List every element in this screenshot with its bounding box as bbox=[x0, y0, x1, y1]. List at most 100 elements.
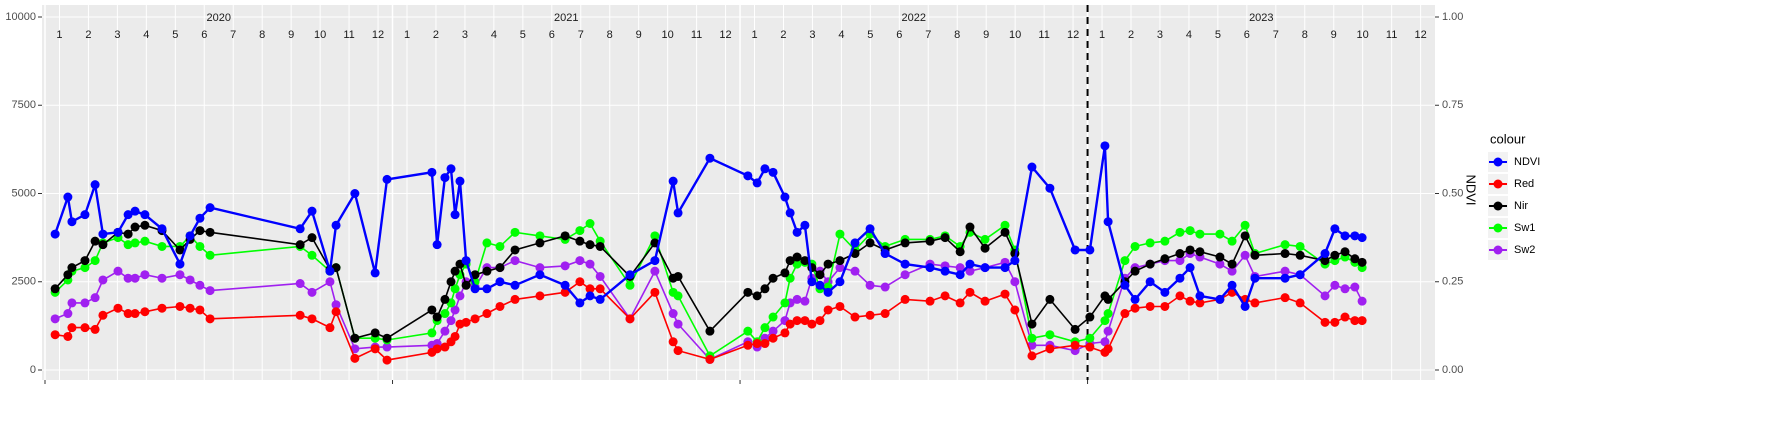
data-point bbox=[1350, 231, 1360, 241]
data-point bbox=[1280, 273, 1290, 283]
data-point bbox=[940, 291, 950, 301]
data-point bbox=[800, 256, 810, 266]
data-point bbox=[865, 310, 875, 320]
data-point bbox=[1085, 333, 1095, 343]
data-point bbox=[1160, 254, 1170, 264]
x-tick-label: 4 bbox=[1186, 29, 1192, 41]
data-point bbox=[50, 330, 60, 340]
data-point bbox=[307, 287, 317, 297]
x-tick-label: 3 bbox=[1157, 29, 1163, 41]
data-point bbox=[80, 298, 90, 308]
data-point bbox=[461, 256, 471, 266]
data-point bbox=[575, 226, 585, 236]
data-point bbox=[1357, 257, 1367, 267]
data-point bbox=[1350, 254, 1360, 264]
data-point bbox=[295, 224, 305, 234]
data-point bbox=[535, 238, 545, 248]
data-point bbox=[823, 305, 833, 315]
data-point bbox=[175, 270, 185, 280]
data-point bbox=[560, 280, 570, 290]
data-point bbox=[955, 298, 965, 308]
data-point bbox=[1295, 298, 1305, 308]
data-point bbox=[307, 233, 317, 243]
data-point bbox=[185, 231, 195, 241]
data-point bbox=[1103, 217, 1113, 227]
data-point bbox=[925, 296, 935, 306]
legend-label: Sw2 bbox=[1514, 244, 1535, 256]
data-point bbox=[900, 294, 910, 304]
data-point bbox=[113, 266, 123, 276]
data-point bbox=[807, 319, 817, 329]
x-tick-label: 11 bbox=[343, 29, 354, 41]
data-point bbox=[965, 266, 975, 276]
data-point bbox=[510, 294, 520, 304]
data-point bbox=[205, 286, 215, 296]
data-point bbox=[815, 316, 825, 326]
data-point bbox=[625, 314, 635, 324]
x-tick-label: 5 bbox=[172, 29, 178, 41]
data-point bbox=[1357, 316, 1367, 326]
data-point bbox=[780, 268, 790, 278]
data-point bbox=[1175, 291, 1185, 301]
data-point bbox=[768, 167, 778, 177]
x-tick-label: 6 bbox=[1244, 29, 1250, 41]
data-point bbox=[450, 266, 460, 276]
data-point bbox=[1000, 263, 1010, 273]
data-point bbox=[705, 354, 715, 364]
data-point bbox=[673, 208, 683, 218]
data-point bbox=[792, 252, 802, 262]
data-point bbox=[123, 229, 133, 239]
data-point bbox=[1027, 162, 1037, 172]
data-point bbox=[1130, 266, 1140, 276]
data-point bbox=[785, 319, 795, 329]
x-tick-label: 2 bbox=[433, 29, 439, 41]
data-point bbox=[1320, 249, 1330, 259]
data-point bbox=[185, 303, 195, 313]
data-point bbox=[1330, 224, 1340, 234]
x-tick-label: 5 bbox=[867, 29, 873, 41]
data-point bbox=[63, 270, 73, 280]
x-tick-label: 11 bbox=[1038, 29, 1049, 41]
data-point bbox=[1185, 296, 1195, 306]
x-tick-label: 12 bbox=[1067, 29, 1079, 41]
data-point bbox=[823, 287, 833, 297]
data-point bbox=[90, 324, 100, 334]
x-tick-label: 10 bbox=[1009, 29, 1021, 41]
data-point bbox=[205, 314, 215, 324]
year-label: 2022 bbox=[902, 12, 926, 24]
data-point bbox=[1045, 183, 1055, 193]
data-point bbox=[63, 331, 73, 341]
x-tick-label: 6 bbox=[201, 29, 207, 41]
x-tick-label: 4 bbox=[491, 29, 497, 41]
data-point bbox=[595, 241, 605, 251]
data-point bbox=[175, 301, 185, 311]
data-point bbox=[295, 240, 305, 250]
data-point bbox=[880, 282, 890, 292]
data-point bbox=[98, 229, 108, 239]
data-point bbox=[752, 291, 762, 301]
data-point bbox=[800, 296, 810, 306]
data-point bbox=[1215, 294, 1225, 304]
data-point bbox=[446, 316, 456, 326]
data-point bbox=[195, 305, 205, 315]
data-point bbox=[575, 236, 585, 246]
data-point bbox=[98, 310, 108, 320]
data-point bbox=[1195, 291, 1205, 301]
data-point bbox=[1070, 245, 1080, 255]
year-label: 2023 bbox=[1249, 12, 1273, 24]
data-point bbox=[1027, 333, 1037, 343]
data-point bbox=[865, 280, 875, 290]
data-point bbox=[650, 266, 660, 276]
data-point bbox=[535, 263, 545, 273]
x-tick-label: 6 bbox=[896, 29, 902, 41]
data-point bbox=[760, 339, 770, 349]
data-point bbox=[455, 291, 465, 301]
data-point bbox=[1195, 229, 1205, 239]
data-point bbox=[585, 259, 595, 269]
data-point bbox=[585, 240, 595, 250]
data-point bbox=[1000, 227, 1010, 237]
data-point bbox=[1175, 273, 1185, 283]
legend-dot bbox=[1493, 201, 1503, 211]
x-tick-label: 12 bbox=[1414, 29, 1426, 41]
